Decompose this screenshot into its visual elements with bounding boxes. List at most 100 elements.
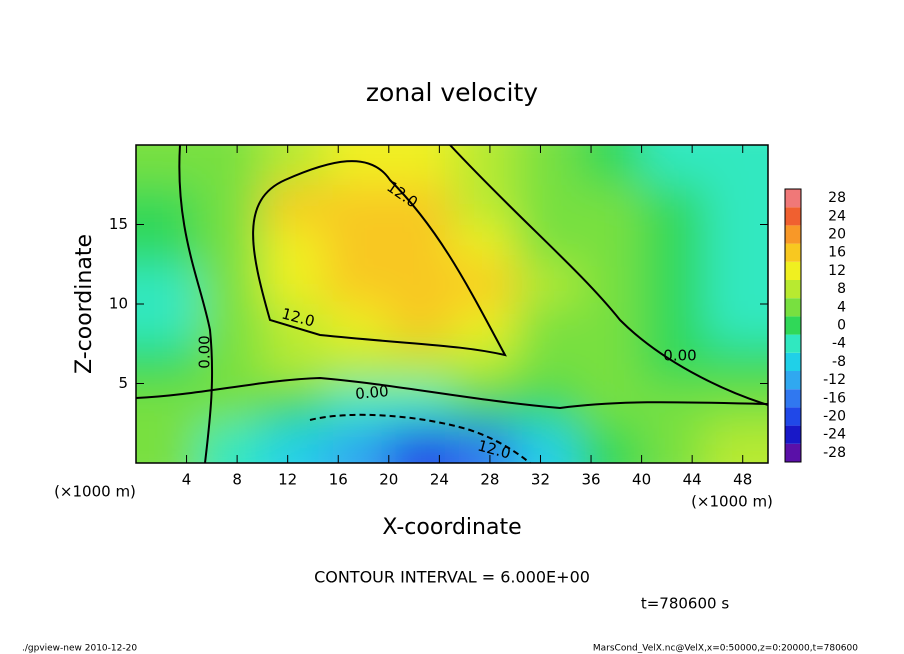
- contour-line: [178, 145, 214, 463]
- field-cell: [262, 423, 327, 463]
- field-cell: [136, 264, 200, 305]
- field-cell: [325, 224, 390, 265]
- field-cell: [515, 145, 579, 186]
- field-cell: [515, 304, 579, 345]
- chart-title: zonal velocity: [366, 78, 538, 107]
- field-cell: [325, 343, 390, 384]
- colorbar-frame: [784, 188, 802, 463]
- colorbar-band: [785, 371, 801, 390]
- field-cell: [262, 224, 327, 265]
- field-cell: [388, 264, 453, 305]
- field-cells: [136, 145, 768, 463]
- field-cell: [136, 423, 200, 463]
- field-cell: [704, 224, 768, 265]
- colorbar-tick-label: -28: [823, 445, 846, 461]
- x-tick-label: 40: [632, 471, 651, 489]
- field-cell: [136, 343, 200, 384]
- colorbar-tick-label: -20: [823, 409, 846, 425]
- field-cell: [136, 304, 200, 345]
- field-cell: [262, 304, 327, 345]
- colorbar-tick-label: 4: [837, 299, 846, 315]
- field-cell: [325, 423, 390, 463]
- field-cell: [325, 383, 390, 424]
- contour-interval: CONTOUR INTERVAL = 6.000E+00: [314, 568, 590, 587]
- colorbar-tick-label: -16: [823, 390, 846, 406]
- field: [136, 145, 768, 463]
- colorbar-tick-label: 16: [828, 245, 846, 261]
- field-cell: [515, 184, 579, 225]
- footer-right: MarsCond_VelX.nc@VelX,x=0:50000,z=0:2000…: [593, 644, 858, 654]
- field-cell: [199, 184, 263, 225]
- colorbar-band: [785, 189, 801, 208]
- field-cell: [452, 304, 516, 345]
- colorbar-band: [785, 334, 801, 353]
- x-tick-label: 32: [531, 471, 550, 489]
- field-cell: [452, 264, 516, 305]
- field-cell: [388, 145, 453, 186]
- field-cell: [515, 423, 579, 463]
- field-cell: [452, 184, 516, 225]
- field-cell: [704, 343, 768, 384]
- field-cell: [452, 145, 516, 186]
- contour-label: 0.00: [355, 382, 390, 403]
- x-tick-label: 48: [733, 471, 752, 489]
- field-cell: [704, 423, 768, 463]
- x-unit-left: (×1000 m): [54, 483, 136, 501]
- y-tick-label: 15: [109, 215, 128, 233]
- field-cell: [325, 145, 390, 186]
- x-axis-label: X-coordinate: [382, 515, 521, 540]
- y-axis-label: Z-coordinate: [72, 234, 97, 374]
- footer-left: ./gpview-new 2010-12-20: [22, 644, 137, 654]
- field-cell: [641, 264, 706, 305]
- field-cell: [452, 224, 516, 265]
- x-unit-right: (×1000 m): [691, 493, 773, 511]
- field-cell: [136, 383, 200, 424]
- contour-line: [252, 160, 507, 357]
- x-tick-label: 12: [278, 471, 297, 489]
- field-cell: [578, 304, 643, 345]
- contour-line: [449, 145, 768, 406]
- colorbar-tick-label: 0: [837, 318, 846, 334]
- field-cell: [578, 224, 643, 265]
- colorbar-band: [785, 407, 801, 426]
- field-cell: [388, 304, 453, 345]
- field-cell: [704, 184, 768, 225]
- field-cell: [641, 184, 706, 225]
- field-cell: [388, 184, 453, 225]
- field-cell: [578, 145, 643, 186]
- field-cell: [452, 423, 516, 463]
- field-cell: [388, 423, 453, 463]
- contour-lines: [136, 145, 768, 463]
- colorbar-tick-label: 24: [828, 208, 846, 224]
- field-cell: [704, 304, 768, 345]
- x-tick-label: 28: [480, 471, 499, 489]
- x-tick-label: 24: [430, 471, 449, 489]
- colorbar-band: [785, 316, 801, 335]
- field-cell: [262, 145, 327, 186]
- x-tick-label: 44: [683, 471, 702, 489]
- x-tick-label: 20: [379, 471, 398, 489]
- y-tick-label: 10: [109, 295, 128, 313]
- field-cell: [452, 343, 516, 384]
- x-tick-label: 16: [329, 471, 348, 489]
- field-cell: [515, 264, 579, 305]
- x-tick-label: 36: [581, 471, 600, 489]
- field-cell: [452, 383, 516, 424]
- field-cell: [641, 423, 706, 463]
- colorbar-band: [785, 207, 801, 226]
- field-cell: [199, 145, 263, 186]
- field-cell: [641, 304, 706, 345]
- field-cell: [325, 264, 390, 305]
- field-cell: [704, 264, 768, 305]
- field-cell: [199, 264, 263, 305]
- field-cell: [578, 343, 643, 384]
- colorbar-tick-label: 28: [828, 190, 846, 206]
- contour-label: 0.00: [663, 347, 696, 365]
- colorbar-tick-label: -12: [823, 372, 846, 388]
- field-cell: [199, 343, 263, 384]
- field-cell: [704, 145, 768, 186]
- colorbar-tick-label: -8: [832, 354, 846, 370]
- y-tick-label: 5: [118, 374, 128, 392]
- colorbar-band: [785, 298, 801, 317]
